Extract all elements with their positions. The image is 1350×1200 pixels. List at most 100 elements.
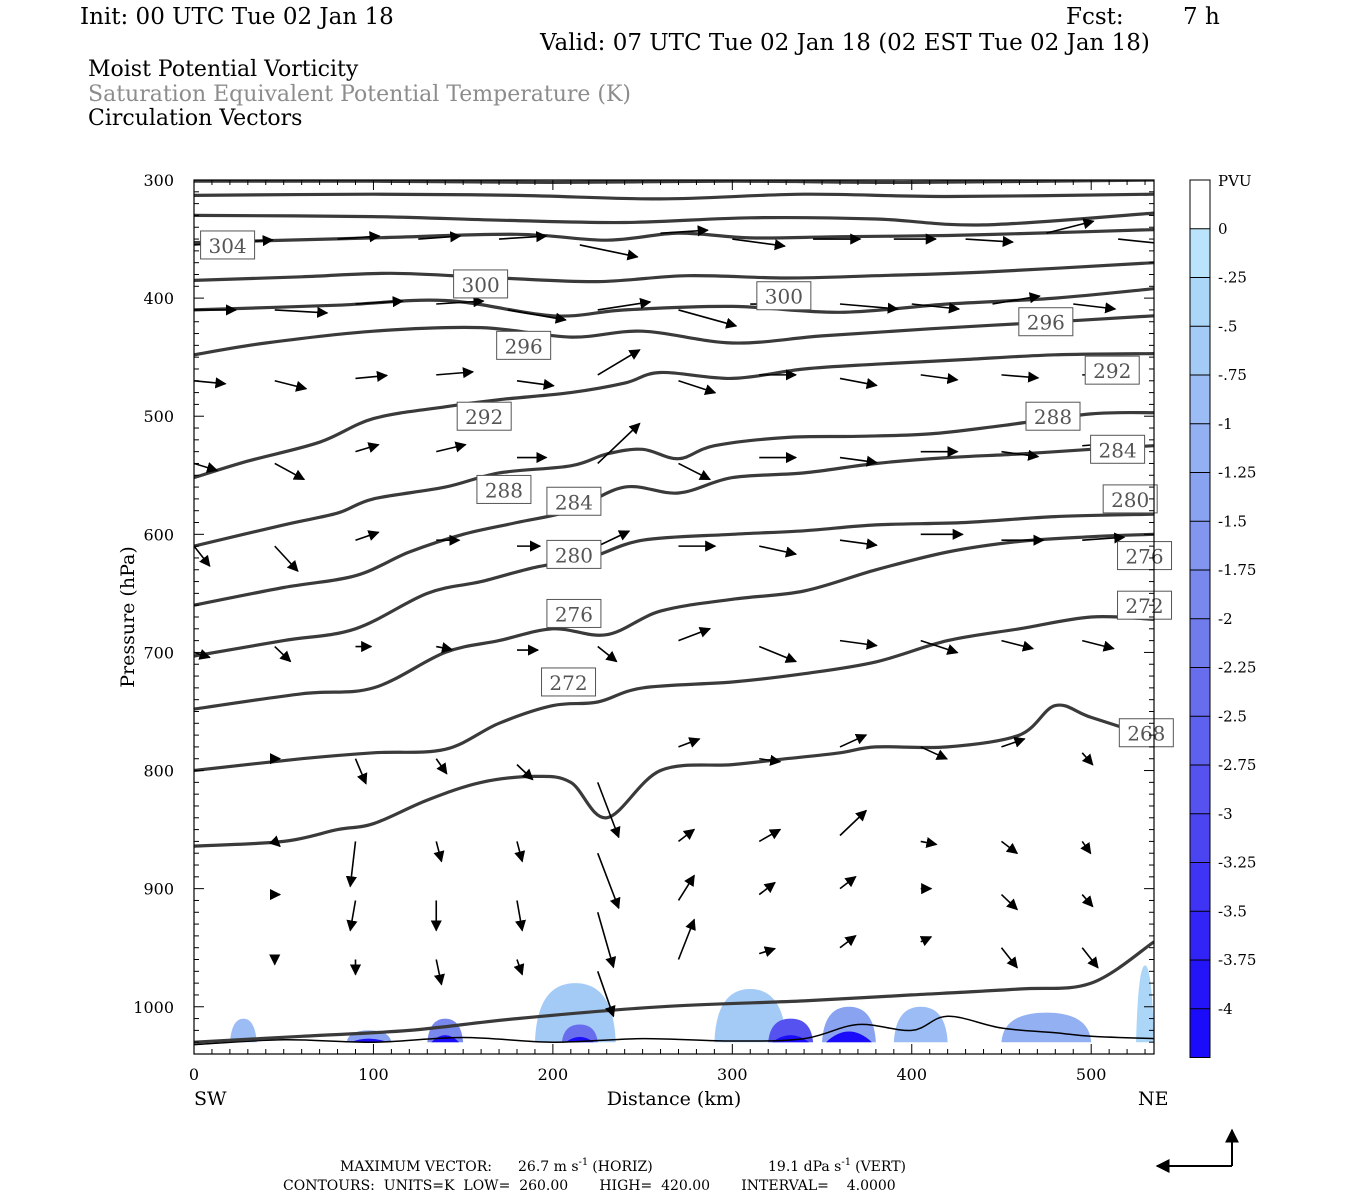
circulation-vector — [758, 881, 776, 896]
circulation-vector — [596, 971, 616, 1018]
plot-area — [194, 180, 1154, 1054]
contour-label-box — [1084, 355, 1140, 385]
colorbar-unit: PVU — [1218, 172, 1252, 190]
contour-label-box — [541, 667, 597, 697]
circulation-vector — [436, 441, 467, 453]
circulation-vector — [678, 626, 712, 642]
circulation-vector — [758, 946, 777, 957]
contour-label-box — [546, 539, 602, 569]
isentrope-top3 — [194, 211, 1154, 227]
colorbar-swatch — [1190, 472, 1210, 522]
field-title-mpv: Moist Potential Vorticity — [88, 57, 359, 82]
contour-label-box — [1018, 307, 1074, 337]
contour-label-text: 280 — [1111, 488, 1149, 512]
contour-label-text: 300 — [765, 285, 803, 309]
pv-patch-core — [826, 1031, 872, 1043]
circulation-vector — [516, 378, 555, 390]
isentrope-296 — [194, 314, 1154, 357]
circulation-vector — [274, 462, 306, 481]
contour-label: 300 — [756, 281, 812, 311]
contour-label-text: 288 — [485, 478, 523, 502]
colorbar-label: -.5 — [1218, 317, 1237, 335]
isentrope-284 — [194, 444, 1154, 607]
contour-label-box — [1090, 434, 1146, 464]
contour-label-box — [546, 598, 602, 628]
circulation-vector — [436, 367, 475, 379]
y-tick-label: 300 — [143, 171, 174, 190]
circulation-vector — [839, 638, 878, 650]
circulation-vector — [678, 462, 711, 481]
fcst-label: Fcst: — [1066, 4, 1124, 30]
terrain-line — [193, 1015, 1155, 1046]
init-time: Init: 00 UTC Tue 02 Jan 18 — [80, 4, 394, 30]
isentrope-292 — [194, 352, 1154, 480]
contour-label-box — [1102, 484, 1158, 514]
tick-layer — [193, 179, 1154, 1055]
isentrope-272 — [194, 615, 1154, 773]
colorbar-swatch — [1190, 180, 1210, 229]
circulation-vector — [1046, 218, 1095, 234]
colorbar-swatch — [1190, 813, 1210, 863]
circulation-vector — [678, 828, 696, 843]
x-tick-label: 0 — [189, 1065, 199, 1084]
contour-label: 304 — [200, 230, 256, 260]
circulation-vector — [516, 764, 534, 781]
circulation-vector — [596, 912, 617, 969]
contour-label-text: 292 — [465, 405, 503, 429]
circulation-vector — [436, 642, 454, 654]
circulation-vector — [920, 837, 938, 849]
circulation-vector — [911, 302, 961, 314]
colorbar-label: -1.75 — [1218, 561, 1256, 579]
circulation-vector — [1082, 639, 1115, 652]
circulation-vector — [1081, 947, 1099, 969]
colorbar-swatch — [1190, 960, 1210, 1009]
colorbar-label: -1.25 — [1218, 464, 1256, 482]
circulation-vector — [1118, 238, 1154, 244]
contour-label-text: 304 — [208, 234, 246, 258]
contour-label-box — [1118, 718, 1174, 748]
circulation-vector — [597, 297, 652, 311]
colorbar-label: -2.75 — [1218, 756, 1256, 774]
contour-label: 296 — [1018, 307, 1074, 337]
circulation-vector — [678, 380, 717, 395]
colorbar-label: -1 — [1218, 415, 1233, 433]
circulation-vector — [597, 645, 618, 663]
contour-label: 268 — [1118, 718, 1174, 748]
pv-patch — [893, 1006, 948, 1043]
contour-label: 272 — [1117, 590, 1173, 620]
circulation-vector — [1073, 302, 1117, 314]
circulation-vector — [355, 296, 404, 308]
contour-label: 284 — [1090, 434, 1146, 464]
circulation-vector — [498, 231, 548, 243]
circulation-vector — [758, 645, 798, 663]
colorbar-swatch — [1190, 1008, 1210, 1058]
contour-label-text: 272 — [1125, 594, 1163, 618]
circulation-vector — [418, 231, 462, 243]
pv-patch — [229, 1018, 257, 1043]
circulation-vector — [1000, 893, 1019, 911]
contour-label: 272 — [541, 667, 597, 697]
pv-patch-core — [350, 1038, 388, 1043]
contour-label-box — [1025, 401, 1081, 431]
circulation-vector — [1000, 840, 1019, 855]
circulation-vector — [436, 296, 485, 308]
colorbar-label: -3.75 — [1218, 951, 1256, 969]
colorbar-swatch — [1190, 521, 1210, 570]
circulation-vector — [435, 758, 448, 775]
colorbar-swatch — [1190, 911, 1210, 960]
y-tick-label: 900 — [143, 880, 174, 899]
circulation-vector — [677, 874, 695, 901]
circulation-vector — [596, 782, 621, 839]
contour-label-box — [546, 486, 602, 516]
field-title-theta-es: Saturation Equivalent Potential Temperat… — [88, 82, 631, 107]
colorbar-swatch — [1190, 375, 1210, 424]
contour-label-box — [1117, 541, 1173, 571]
circulation-vector — [597, 530, 631, 547]
circulation-vector — [839, 875, 857, 890]
circulation-vector — [992, 292, 1041, 305]
contour-label: 288 — [476, 474, 532, 504]
circulation-vector — [596, 852, 621, 910]
circulation-vector — [579, 244, 639, 261]
circulation-vector — [660, 225, 709, 237]
